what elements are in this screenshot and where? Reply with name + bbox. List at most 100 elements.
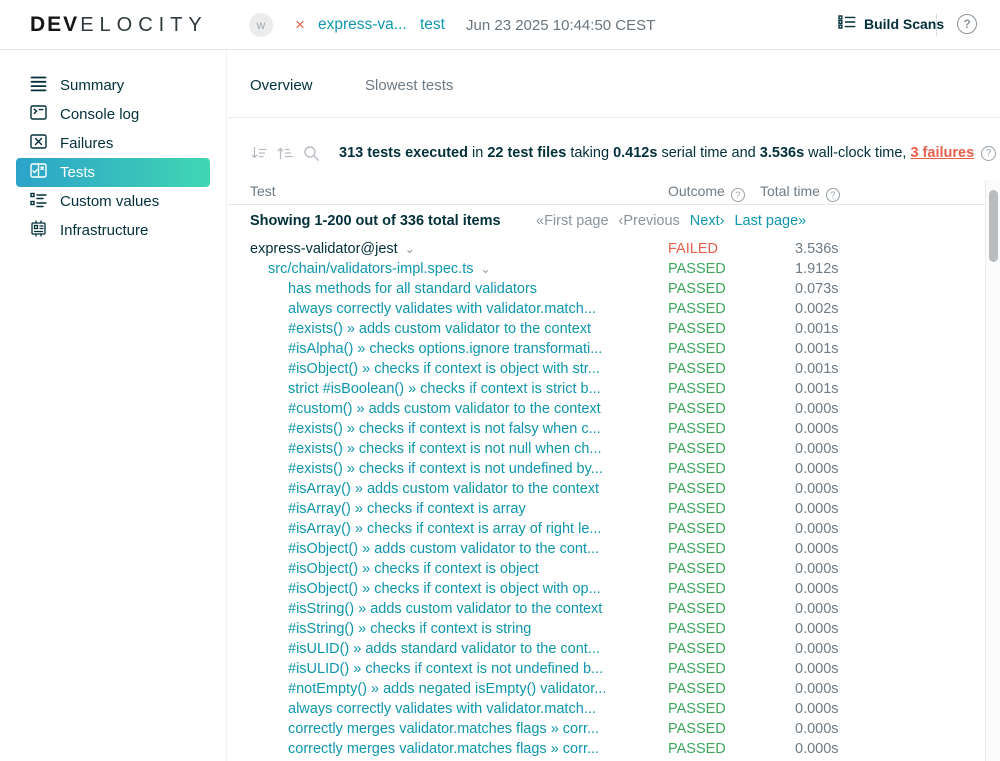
outcome-badge: FAILED (668, 241, 718, 257)
test-name-link[interactable]: #isString() » adds custom validator to t… (288, 601, 603, 617)
column-header-outcome: Outcome? (668, 183, 745, 202)
test-name-cell: #isObject() » adds custom validator to t… (288, 539, 605, 559)
sort-ascending-icon[interactable] (276, 145, 294, 161)
test-name-link[interactable]: #isULID() » checks if context is not und… (288, 661, 604, 677)
total-time-value: 0.000s (795, 501, 839, 517)
test-name-cell: #isString() » adds custom validator to t… (288, 599, 605, 619)
total-time-value: 0.000s (795, 641, 839, 657)
close-icon[interactable]: × (295, 15, 305, 34)
total-time-value: 1.912s (795, 261, 839, 277)
scrollbar-thumb[interactable] (989, 190, 998, 262)
outcome-badge: PASSED (668, 441, 726, 457)
table-row: #isULID() » adds standard validator to t… (228, 639, 985, 659)
outcome-badge: PASSED (668, 481, 726, 497)
total-time-value: 0.000s (795, 581, 839, 597)
sidebar-item-console-log[interactable]: Console log (16, 100, 210, 129)
failures-icon (30, 133, 47, 154)
search-icon[interactable] (302, 144, 321, 163)
sidebar-item-infrastructure[interactable]: Infrastructure (16, 216, 210, 245)
test-name-link[interactable]: has methods for all standard validators (288, 281, 538, 297)
test-name-link[interactable]: express-validator@jest (250, 241, 398, 257)
develocity-logo[interactable]: DEV ELOCITY (30, 13, 208, 37)
test-name-link[interactable]: #isObject() » checks if context is objec… (288, 561, 539, 577)
test-name-cell: #exists() » checks if context is not fal… (288, 419, 605, 439)
test-name-link[interactable]: #custom() » adds custom validator to the… (288, 401, 601, 417)
outcome-badge: PASSED (668, 721, 726, 737)
sidebar-item-label: Failures (60, 135, 114, 152)
test-name-cell: #isObject() » checks if context is objec… (288, 359, 605, 379)
test-name-link[interactable]: #isString() » checks if context is strin… (288, 621, 532, 637)
tab-slowest-tests[interactable]: Slowest tests (365, 77, 454, 94)
outcome-badge: PASSED (668, 341, 726, 357)
test-name-link[interactable]: src/chain/validators-impl.spec.ts (268, 261, 474, 277)
sidebar-item-label: Summary (60, 77, 125, 94)
outcome-badge: PASSED (668, 601, 726, 617)
sort-descending-icon[interactable] (250, 145, 268, 161)
test-name-link[interactable]: #isObject() » adds custom validator to t… (288, 541, 600, 557)
test-name-link[interactable]: #isArray() » adds custom validator to th… (288, 481, 600, 497)
summary-segment: taking (566, 145, 614, 161)
test-name-link[interactable]: #exists() » adds custom validator to the… (288, 321, 592, 337)
test-name-link[interactable]: #isObject() » checks if context is objec… (288, 581, 601, 597)
showing-items-label: Showing 1-200 out of 336 total items (250, 213, 501, 229)
test-name-link[interactable]: correctly merges validator.matches flags… (288, 721, 600, 737)
test-rows: express-validator@jest ⌄ FAILED 3.536s sr… (228, 239, 985, 761)
test-name-link[interactable]: strict #isBoolean() » checks if context … (288, 381, 601, 397)
outcome-help-icon[interactable]: ? (730, 188, 745, 202)
outcome-badge: PASSED (668, 361, 726, 377)
test-name-link[interactable]: #exists() » checks if context is not und… (288, 461, 603, 477)
test-name-link[interactable]: #isObject() » checks if context is objec… (288, 361, 600, 377)
total-time-value: 0.000s (795, 461, 839, 477)
console-icon (30, 104, 47, 125)
test-name-link[interactable]: #isArray() » checks if context is array … (288, 521, 602, 537)
test-name-link[interactable]: #notEmpty() » adds negated isEmpty() val… (288, 681, 605, 697)
sidebar-item-failures[interactable]: Failures (16, 129, 210, 158)
test-name-link[interactable]: #isAlpha() » checks options.ignore trans… (288, 341, 603, 357)
sidebar-item-tests[interactable]: Tests (16, 158, 210, 187)
test-name-link[interactable]: always correctly validates with validato… (288, 301, 596, 317)
total-time-value: 0.001s (795, 341, 839, 357)
pagination-links: «First page ‹Previous Next› Last page» (536, 213, 806, 229)
outcome-badge: PASSED (668, 541, 726, 557)
table-row: correctly merges validator.matches flags… (228, 739, 985, 759)
last-page-link[interactable]: Last page» (734, 213, 807, 229)
help-icon[interactable]: ? (957, 14, 977, 34)
scrollbar-track[interactable] (985, 180, 1000, 761)
sidebar-item-custom-values[interactable]: Custom values (16, 187, 210, 216)
outcome-badge: PASSED (668, 381, 726, 397)
test-name-link[interactable]: #isArray() » checks if context is array (288, 501, 526, 517)
test-name-link[interactable]: always correctly validates with validato… (288, 701, 596, 717)
test-name-link[interactable]: #exists() » checks if context is not nul… (288, 441, 602, 457)
sidebar-item-label: Tests (60, 164, 96, 181)
test-name-cell: #isArray() » checks if context is array … (288, 519, 605, 539)
table-row: #notEmpty() » adds negated isEmpty() val… (228, 679, 985, 699)
test-name-link[interactable]: #exists() » checks if context is not fal… (288, 421, 601, 437)
chevron-down-icon[interactable]: ⌄ (480, 262, 491, 276)
avatar[interactable]: w (249, 13, 273, 37)
build-scans-button[interactable]: Build Scans (838, 15, 944, 32)
pagination-row: Showing 1-200 out of 336 total items «Fi… (228, 205, 985, 239)
table-row: #isObject() » adds custom validator to t… (228, 539, 985, 559)
test-name-cell: correctly merges validator.matches flags… (288, 719, 605, 739)
chevron-down-icon[interactable]: ⌄ (404, 242, 415, 256)
total-time-value: 0.000s (795, 441, 839, 457)
sidebar-item-summary[interactable]: Summary (16, 71, 210, 100)
total-time-help-icon[interactable]: ? (825, 188, 840, 202)
total-time-value: 0.000s (795, 621, 839, 637)
first-page-link[interactable]: «First page (536, 213, 609, 229)
table-header: Test Outcome? Total time? (228, 180, 985, 205)
sidebar-item-label: Infrastructure (60, 222, 149, 239)
test-name-link[interactable]: #isULID() » adds standard validator to t… (288, 641, 600, 657)
test-name-cell: #exists() » adds custom validator to the… (288, 319, 605, 339)
sidebar-item-label: Console log (60, 106, 140, 123)
test-name-link[interactable]: correctly merges validator.matches flags… (288, 741, 600, 757)
total-time-value: 0.000s (795, 481, 839, 497)
test-name-cell: correctly merges validator.matches flags… (288, 739, 605, 759)
build-task-link[interactable]: test (420, 16, 445, 33)
failures-count-link[interactable]: 3 failures (910, 145, 975, 161)
tab-overview[interactable]: Overview (250, 77, 313, 94)
build-name-link[interactable]: express-va... (318, 16, 407, 33)
previous-page-link[interactable]: ‹Previous (618, 213, 680, 229)
summary-help-icon[interactable]: ? (981, 145, 997, 161)
next-page-link[interactable]: Next› (689, 213, 725, 229)
